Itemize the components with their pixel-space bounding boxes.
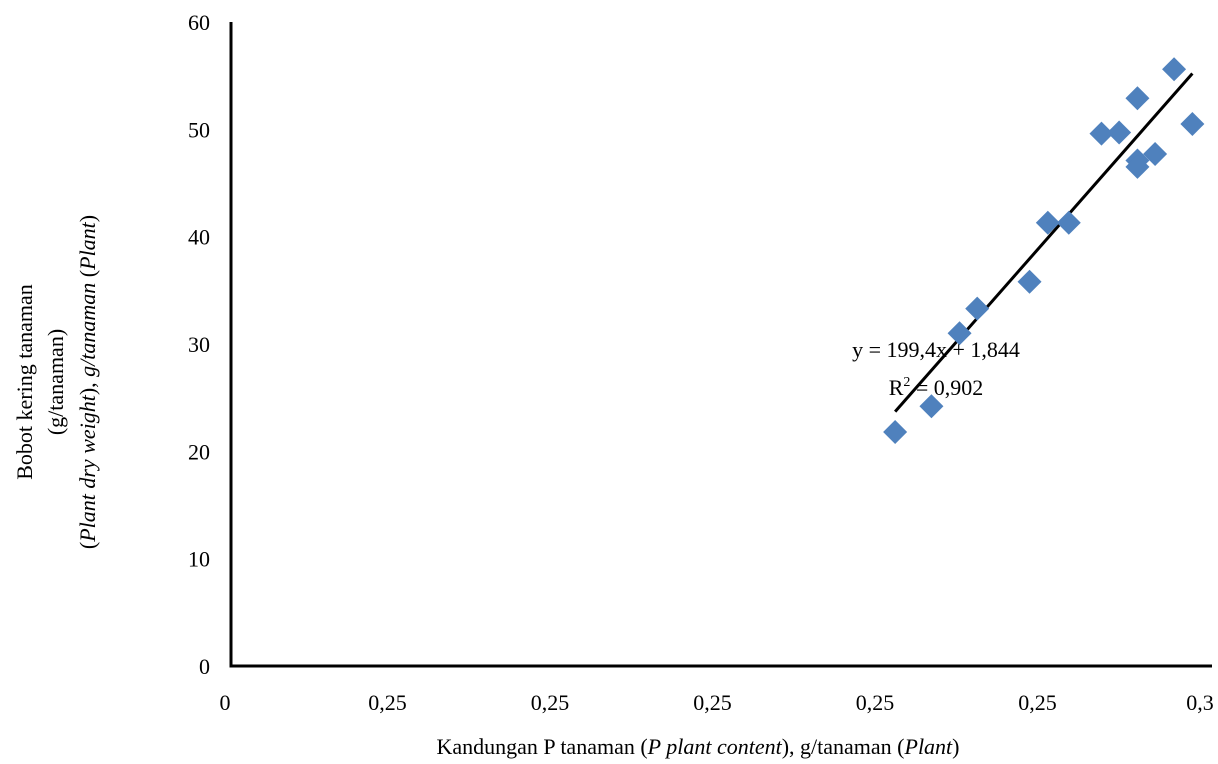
axis-title-part: ) [75, 215, 100, 222]
y-tick-label: 40 [188, 225, 210, 250]
axis-title-part: Bobot kering tanaman [12, 284, 37, 480]
x-tick-label: 0,25 [856, 690, 895, 715]
data-point [965, 296, 990, 321]
axis-title-part: Kandungan P tanaman ( [436, 734, 647, 759]
x-tick-labels: 0 0,25 0,25 0,25 0,25 0,25 0,3 [220, 690, 1214, 715]
data-point [1017, 269, 1042, 294]
x-axis-title: Kandungan P tanaman (P plant content), g… [436, 734, 959, 759]
data-point [883, 420, 908, 445]
axis-title-part: g/tanaman [75, 283, 100, 377]
data-point [919, 394, 944, 419]
axis-title-part: Plant [904, 734, 954, 759]
y-axis-title: Bobot kering tanaman (g/tanaman)(Plant dr… [12, 215, 100, 549]
y-tick-label: 60 [188, 10, 210, 35]
data-point [1125, 86, 1150, 111]
trendline-r-squared: R2 = 0,902 [889, 375, 984, 400]
r-squared-superscript: 2 [903, 375, 910, 390]
axis-title-part: P plant content [647, 734, 783, 759]
y-tick-label: 50 [188, 117, 210, 142]
y-tick-label: 30 [188, 332, 210, 357]
y-axis-title-line: Bobot kering tanaman [12, 284, 37, 480]
axis-title-part: ( [75, 542, 100, 549]
data-point [1162, 57, 1187, 82]
y-tick-labels: 0 10 20 30 40 50 60 [188, 10, 210, 679]
data-point [1089, 121, 1114, 146]
y-tick-label: 10 [188, 547, 210, 572]
data-point [1143, 142, 1168, 167]
data-point [947, 321, 972, 346]
x-tick-label: 0,25 [368, 690, 407, 715]
data-point [1056, 210, 1081, 235]
trendline-equation: y = 199,4x + 1,844 [852, 337, 1020, 362]
y-tick-label: 20 [188, 439, 210, 464]
axis-title-part: Plant [75, 221, 100, 271]
y-axis-title-line: (g/tanaman) [43, 329, 68, 435]
axis-title-part: ) [952, 734, 959, 759]
x-tick-label: 0 [220, 690, 231, 715]
trendline-group [894, 72, 1194, 413]
data-point [1125, 154, 1150, 179]
r-squared-value: = 0,902 [910, 375, 983, 400]
r-squared-prefix: R [889, 375, 904, 400]
x-tick-label: 0,25 [531, 690, 570, 715]
axis-title-part: ( [75, 270, 100, 283]
data-points [883, 57, 1205, 445]
x-tick-label: 0,25 [693, 690, 732, 715]
axis-title-part: ), [75, 377, 100, 395]
trendline [894, 72, 1194, 413]
axis-title-part: Plant dry weight [75, 394, 100, 543]
data-point [1107, 120, 1132, 145]
data-point [1035, 210, 1060, 235]
axis-title-part: ), g/tanaman ( [782, 734, 905, 759]
y-tick-label: 0 [199, 654, 210, 679]
y-axis-title-line: (Plant dry weight), g/tanaman (Plant) [75, 215, 100, 549]
data-point [1180, 111, 1205, 136]
x-tick-label: 0,25 [1018, 690, 1057, 715]
axis-title-part: (g/tanaman) [43, 329, 68, 435]
x-tick-label: 0,3 [1186, 690, 1214, 715]
